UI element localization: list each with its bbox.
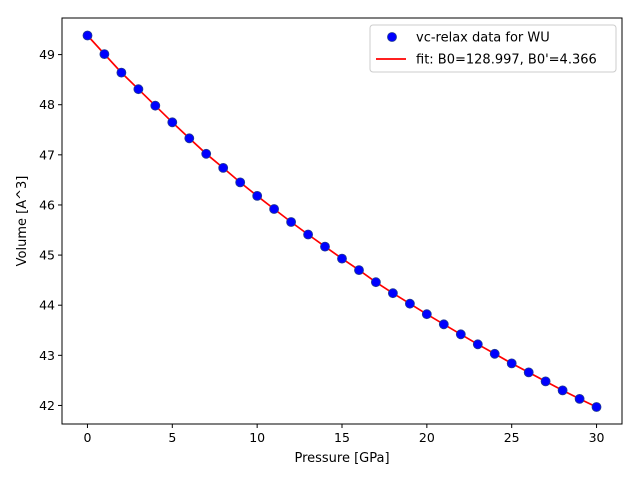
data-point (387, 288, 398, 299)
x-tick-label: 25 (504, 430, 520, 445)
data-point (286, 217, 297, 227)
y-tick-label: 42 (39, 398, 55, 413)
x-tick-label: 5 (168, 430, 176, 445)
y-tick-label: 46 (39, 197, 55, 212)
x-tick-label: 0 (83, 430, 91, 445)
y-axis-label: Volume [A^3] (15, 176, 30, 267)
data-point (269, 204, 280, 214)
data-point (167, 117, 178, 128)
data-point (489, 348, 500, 359)
plot-frame (61, 17, 623, 425)
data-point (438, 319, 449, 330)
data-point (201, 148, 212, 159)
y-tick-label: 43 (39, 348, 55, 363)
data-point (99, 49, 110, 59)
data-point (472, 339, 483, 350)
data-point (116, 67, 127, 78)
plot-area (62, 18, 622, 424)
legend-label-data: vc-relax data for WU (416, 31, 550, 46)
data-point (591, 402, 602, 412)
data-point (337, 253, 347, 264)
data-point (404, 298, 415, 309)
data-point (455, 329, 466, 340)
data-points (82, 30, 602, 412)
x-tick-label: 15 (334, 430, 350, 445)
legend-box (369, 24, 617, 73)
data-point (218, 162, 229, 173)
data-point (133, 84, 144, 95)
y-tick-label: 45 (39, 248, 55, 263)
data-point (235, 177, 246, 188)
x-tick-label: 10 (249, 430, 265, 445)
legend: vc-relax data for WU fit: B0=128.997, B0… (369, 24, 617, 73)
y-tick-label: 48 (39, 97, 55, 112)
data-point (540, 376, 551, 387)
data-point (574, 393, 585, 404)
data-point (557, 385, 568, 396)
legend-marker (387, 32, 397, 42)
data-point (303, 229, 314, 240)
data-point (320, 241, 330, 252)
ticks: 0 5 10 15 20 25 30 42 43 44 45 46 47 48 49 (39, 47, 604, 445)
x-tick-label: 30 (589, 430, 605, 445)
data-point (82, 30, 93, 41)
x-tick-label: 20 (419, 430, 435, 445)
y-tick-label: 49 (39, 47, 55, 62)
legend-label-fit: fit: B0=128.997, B0'=4.366 (416, 53, 597, 68)
data-point (150, 100, 161, 111)
data-point (506, 358, 517, 369)
data-point (184, 133, 195, 144)
y-tick-label: 47 (39, 147, 55, 162)
data-point (252, 190, 263, 201)
data-point (354, 265, 364, 276)
data-point (370, 277, 381, 288)
y-tick-label: 44 (39, 298, 55, 313)
x-axis-label: Pressure [GPa] (294, 451, 389, 466)
data-point (523, 367, 534, 378)
data-point (421, 309, 432, 320)
